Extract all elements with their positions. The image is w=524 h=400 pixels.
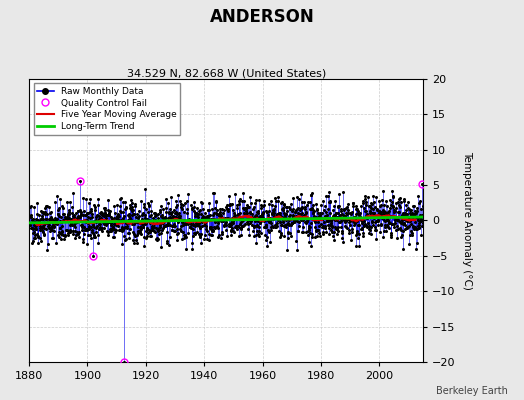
Title: 34.529 N, 82.668 W (United States): 34.529 N, 82.668 W (United States) [126, 68, 326, 78]
Text: ANDERSON: ANDERSON [210, 8, 314, 26]
Legend: Raw Monthly Data, Quality Control Fail, Five Year Moving Average, Long-Term Tren: Raw Monthly Data, Quality Control Fail, … [34, 83, 180, 135]
Text: Berkeley Earth: Berkeley Earth [436, 386, 508, 396]
Y-axis label: Temperature Anomaly (°C): Temperature Anomaly (°C) [462, 151, 472, 290]
